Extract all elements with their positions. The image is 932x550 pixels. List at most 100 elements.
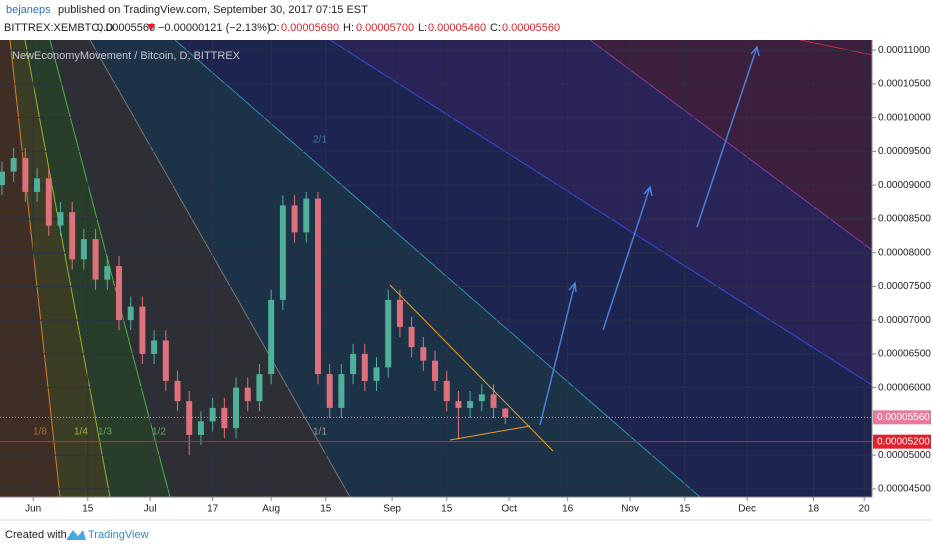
candle-body [279,205,286,300]
x-tick-label: Jul [144,504,157,515]
fan-label: 1/8 [33,427,47,438]
candle-body [478,394,485,402]
footer-created: Created with [5,529,67,541]
candle-body [396,299,403,327]
candle-body [303,198,310,233]
arrow-head [750,45,760,57]
l-label: L: [418,22,427,34]
candle-body [174,380,181,402]
price-tag-label: 0.00005560 [877,412,930,423]
background-drawings [0,40,872,497]
y-tick-label: 0.00008500 [878,214,931,225]
candle-body [467,401,474,408]
y-tick-label: 0.00009500 [878,146,931,157]
grid [0,40,872,497]
candle-body [104,266,111,280]
candle-body [127,306,134,321]
candle-body [0,171,5,186]
candle-body [373,367,380,381]
candle-body [186,401,193,435]
fan-line [9,40,61,497]
published: published on TradingView.com, September … [58,4,368,16]
arrow [539,282,576,426]
candle-body [432,360,439,381]
candle-body [69,212,76,260]
last-price: 0.00005560 [97,22,155,34]
navy-band [175,40,872,497]
fan-label: 2/1 [313,135,327,146]
x-tick-label: 18 [808,504,820,515]
trend-line [449,425,531,441]
fan-line [89,40,351,497]
price-tag [873,410,931,425]
x-tick-label: Oct [501,504,517,515]
x-tick-label: Aug [262,504,280,515]
c-value: 0.00005560 [502,22,560,34]
candle-body [338,374,345,408]
author[interactable]: bejaneps [6,4,51,16]
candle-body [443,380,450,402]
candle-body [22,158,29,192]
candle-body [361,353,368,381]
candle-body [455,401,462,408]
fan-line [799,40,872,56]
fan-label: 1/3 [98,427,112,438]
o-label: O: [268,22,280,34]
candle-body [139,306,146,354]
arrow-head [643,185,653,197]
candle-body [256,374,263,402]
logo [66,530,86,540]
x-tick-label: 16 [562,504,574,515]
y-tick-label: 0.00009000 [878,180,931,191]
orange-band [0,40,60,497]
x-tick-label: Dec [738,504,756,515]
candle-body [162,340,169,381]
candle-body [115,266,122,321]
x-tick-label: 17 [207,504,219,515]
fan-line [24,40,111,497]
candle-body [502,408,509,418]
arrow [602,186,651,331]
y-tick-label: 0.00011000 [878,45,931,56]
candle-body [408,326,415,348]
candle-body [314,198,321,375]
marks [0,40,872,497]
candle-body [34,178,41,192]
y-tick-label: 0.00005000 [878,450,931,461]
footer-brand[interactable]: TradingView [88,529,149,541]
candle-body [151,340,158,354]
y-tick-label: 0.00007000 [878,315,931,326]
x-tick-label: 15 [320,504,332,515]
y-tick-label: 0.00010500 [878,79,931,90]
candle-body [197,421,204,435]
candle-body [45,178,52,226]
user-drawings [389,45,760,452]
candle-body [221,407,228,429]
fan-line [329,40,872,386]
c-label: C: [490,22,501,34]
down-arrow [147,24,155,31]
y-tick-label: 0.00006000 [878,382,931,393]
candle-body [291,205,298,233]
candle-body [233,387,240,429]
fan-line [589,40,872,251]
x-tick-label: Sep [383,504,401,515]
x-tick-label: Jun [25,504,41,515]
candle-body [420,347,427,361]
symbol: BITTREX:XEMBTC, D [4,22,113,34]
fan-label: 1/2 [152,427,166,438]
candle-body [350,353,357,375]
candle-body [268,299,275,375]
candle-body [92,239,99,280]
y-tick-label: 0.00007500 [878,281,931,292]
y-tick-label: 0.00004500 [878,484,931,495]
fan-label: 1/1 [313,427,327,438]
arrow-head [568,281,577,293]
candle-body [80,239,87,260]
l-value: 0.00005460 [428,22,486,34]
x-tick-label: 20 [859,504,871,515]
price-tag-label: 0.00005200 [877,436,930,447]
y-tick-label: 0.00010000 [878,112,931,123]
candle-body [209,407,216,422]
